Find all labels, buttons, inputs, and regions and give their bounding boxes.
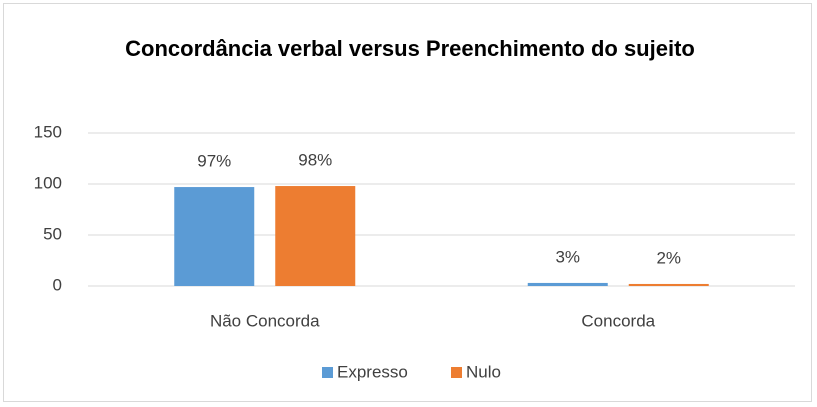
x-tick-label: Concorda [581,311,655,330]
legend-label: Nulo [466,362,501,381]
bar [527,282,608,286]
legend-swatch [322,367,333,378]
chart-title: Concordância verbal versus Preenchimento… [125,36,695,61]
legend-label: Expresso [337,362,408,381]
chart-frame [3,3,812,402]
y-tick-label: 0 [53,275,62,294]
bar [275,186,356,286]
y-tick-label: 100 [34,173,62,192]
value-label: 97% [197,152,231,171]
value-label: 3% [555,247,580,266]
value-label: 98% [298,151,332,170]
x-tick-label: Não Concorda [210,311,320,330]
legend-swatch [451,367,462,378]
bar [628,283,709,286]
y-tick-label: 50 [43,224,62,243]
bar [174,187,255,286]
value-label: 2% [656,248,681,267]
y-tick-label: 150 [34,122,62,141]
